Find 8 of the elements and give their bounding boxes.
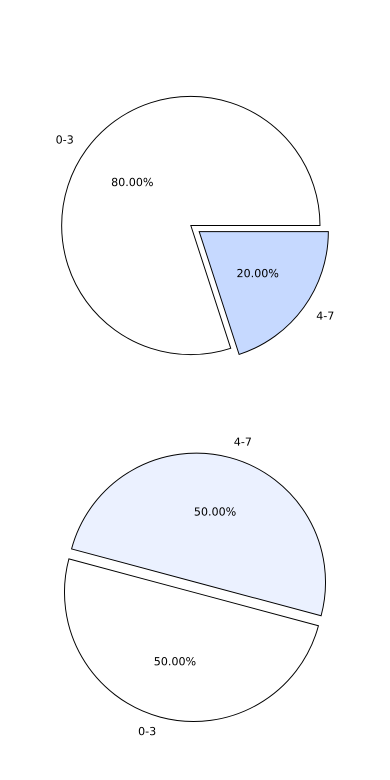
data-label: 80.00% xyxy=(112,178,153,186)
data-label: 20.00% xyxy=(237,268,278,278)
slice-label: 4-7 xyxy=(316,312,334,320)
data-label: 50.00% xyxy=(194,507,236,516)
data-label: 50.00% xyxy=(154,657,196,666)
slice-label: 0-3 xyxy=(138,726,156,736)
slice-label: 0-3 xyxy=(56,135,73,144)
slice-label: 4-7 xyxy=(234,438,251,446)
